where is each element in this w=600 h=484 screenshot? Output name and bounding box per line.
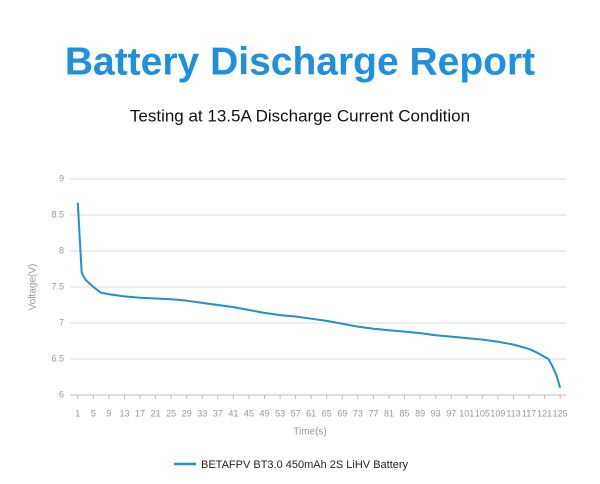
y-tick-label: 7.5 (51, 281, 64, 291)
x-tick-label: 73 (353, 408, 363, 418)
x-tick-label: 69 (337, 408, 347, 418)
x-tick-label: 105 (475, 408, 490, 418)
y-tick-label: 7 (59, 317, 64, 327)
x-tick-label: 29 (182, 408, 192, 418)
y-tick-label: 8 (59, 245, 64, 255)
x-tick-label: 101 (459, 408, 474, 418)
x-tick-label: 33 (197, 408, 207, 418)
x-tick-label: 45 (244, 408, 254, 418)
x-tick-label: 21 (151, 408, 161, 418)
x-tick-label: 49 (260, 408, 270, 418)
x-tick-label: 41 (228, 408, 238, 418)
x-tick-label: 65 (322, 408, 332, 418)
chart-subtitle: Testing at 13.5A Discharge Current Condi… (130, 106, 470, 125)
x-tick-label: 85 (400, 408, 410, 418)
x-tick-label: 17 (135, 408, 145, 418)
x-tick-label: 13 (119, 408, 129, 418)
y-tick-label: 6.5 (51, 353, 64, 363)
x-tick-label: 117 (522, 408, 536, 418)
x-tick-label: 57 (291, 408, 301, 418)
chart-title: Battery Discharge Report (65, 40, 535, 83)
x-tick-label: 125 (553, 408, 568, 418)
x-tick-label: 113 (506, 408, 520, 418)
x-tick-label: 97 (446, 408, 456, 418)
x-tick-label: 53 (275, 408, 285, 418)
x-tick-label: 61 (306, 408, 316, 418)
x-tick-label: 89 (415, 408, 425, 418)
x-axis-label: Time(s) (293, 427, 327, 438)
x-tick-label: 25 (166, 408, 176, 418)
legend-label: BETAFPV BT3.0 450mAh 2S LiHV Battery (201, 459, 409, 471)
y-tick-label: 9 (59, 173, 64, 183)
x-tick-label: 5 (91, 408, 96, 418)
x-tick-label: 121 (537, 408, 552, 418)
y-tick-label: 8.5 (51, 209, 64, 219)
x-tick-label: 1 (75, 408, 80, 418)
x-tick-label: 93 (431, 408, 441, 418)
data-line (76, 202, 562, 389)
x-tick-label: 81 (384, 408, 394, 418)
y-tick-label: 6 (59, 389, 64, 399)
x-tick-label: 9 (106, 408, 111, 418)
x-tick-label: 77 (368, 408, 378, 418)
y-axis-label: Voltage(V) (28, 264, 39, 311)
x-tick-label: 109 (490, 408, 505, 418)
x-tick-label: 37 (213, 408, 223, 418)
